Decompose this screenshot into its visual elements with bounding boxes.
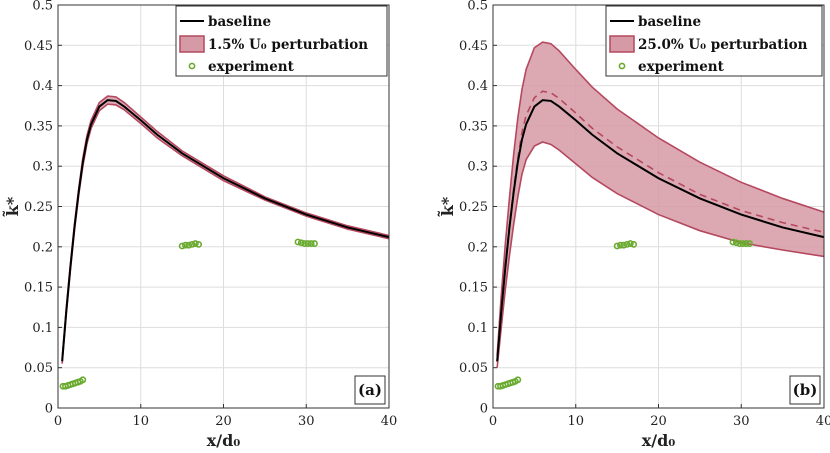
experiment-point bbox=[178, 242, 186, 250]
experiment-point bbox=[732, 239, 740, 247]
chart-panel-a: 0 10 20 30 40 0 0.05 0.1 0.15 0.2 0.25 0.3 0.35 0.4 0.… bbox=[1, 0, 397, 450]
x-tick-label: 10 bbox=[132, 414, 149, 429]
legend-marker-swatch bbox=[188, 62, 196, 70]
panel-tag-box bbox=[354, 375, 386, 405]
legend-label-baseline: baseline bbox=[208, 14, 271, 30]
x-tick-label: 0 bbox=[54, 414, 62, 429]
x-tick-label: 40 bbox=[816, 414, 830, 429]
x-tick-label: 20 bbox=[650, 414, 667, 429]
band-lower-edge bbox=[496, 141, 825, 368]
legend-label-perturbation: 1.5% U₀ perturbation bbox=[208, 37, 368, 53]
experiment-point bbox=[294, 238, 302, 246]
legend-label-baseline: baseline bbox=[638, 14, 701, 30]
baseline-line bbox=[61, 99, 390, 362]
y-tick-label: 0.2 bbox=[467, 240, 488, 255]
experiment-point bbox=[613, 242, 621, 250]
experiment-point bbox=[79, 376, 87, 384]
y-tick-label: 0.35 bbox=[459, 119, 488, 134]
y-tick-label: 0.5 bbox=[467, 0, 488, 14]
legend-box bbox=[175, 5, 388, 77]
experiment-point bbox=[301, 240, 308, 247]
x-axis-label: x/d₀ bbox=[207, 431, 241, 450]
x-tick-label: 0 bbox=[489, 414, 497, 429]
axes-frame bbox=[57, 4, 390, 409]
axes-frame bbox=[492, 4, 825, 409]
experiment-point bbox=[742, 240, 750, 247]
x-tick-label: 10 bbox=[567, 414, 584, 429]
experiment-point bbox=[630, 240, 638, 248]
experiment-point bbox=[746, 240, 753, 247]
legend-band-swatch bbox=[179, 35, 205, 53]
experiment-point bbox=[729, 238, 737, 246]
y-tick-label: 0.45 bbox=[459, 39, 488, 54]
legend-label-perturbation: 25.0% U₀ perturbation bbox=[638, 37, 808, 53]
y-tick-label: 0.1 bbox=[32, 321, 53, 336]
y-axis-label: k̃* bbox=[436, 196, 457, 217]
experiment-point bbox=[620, 241, 628, 249]
y-tick-label: 0.05 bbox=[24, 361, 53, 376]
experiment-point bbox=[297, 239, 305, 247]
y-tick-label: 0.35 bbox=[24, 119, 53, 134]
experiment-point bbox=[739, 240, 747, 247]
y-tick-label: 0.2 bbox=[32, 240, 53, 255]
y-tick-label: 0.4 bbox=[467, 79, 488, 94]
y-tick-label: 0.4 bbox=[32, 79, 53, 94]
x-tick-label: 30 bbox=[298, 414, 315, 429]
experiment-point bbox=[626, 240, 634, 247]
y-tick-label: 0.3 bbox=[32, 160, 53, 175]
panel-tag-box bbox=[789, 375, 821, 405]
y-axis-label: k̃* bbox=[1, 196, 22, 217]
panel-tag-label: (b) bbox=[793, 381, 818, 399]
experiment-point bbox=[185, 241, 193, 249]
y-tick-label: 0.05 bbox=[459, 361, 488, 376]
legend-label-experiment: experiment bbox=[208, 59, 295, 75]
experiment-point bbox=[307, 240, 315, 247]
experiment-point bbox=[514, 376, 522, 384]
experiment-point bbox=[195, 240, 203, 248]
experiment-point bbox=[182, 241, 189, 249]
y-tick-label: 0.25 bbox=[24, 200, 53, 215]
legend-label-experiment: experiment bbox=[638, 59, 725, 75]
y-tick-label: 0 bbox=[45, 402, 53, 417]
experiment-point bbox=[304, 240, 312, 247]
x-tick-label: 30 bbox=[733, 414, 750, 429]
band-upper-edge bbox=[496, 41, 825, 356]
experiment-point bbox=[311, 240, 318, 247]
legend-marker-swatch bbox=[618, 62, 626, 70]
experiment-point bbox=[188, 240, 196, 248]
legend-band-swatch bbox=[609, 35, 635, 53]
experiment-point bbox=[617, 241, 624, 249]
experiment-point bbox=[623, 240, 631, 248]
x-tick-label: 40 bbox=[381, 414, 398, 429]
y-tick-label: 0.15 bbox=[459, 281, 488, 296]
y-tick-label: 0.1 bbox=[467, 321, 488, 336]
y-tick-label: 0.5 bbox=[32, 0, 53, 14]
panel-tag-label: (a) bbox=[358, 381, 382, 399]
baseline-line bbox=[496, 99, 825, 362]
legend-box bbox=[605, 5, 823, 77]
experiment-point bbox=[736, 240, 743, 247]
x-tick-label: 20 bbox=[215, 414, 232, 429]
x-axis-label: x/d₀ bbox=[642, 431, 676, 450]
y-tick-label: 0.45 bbox=[24, 39, 53, 54]
y-tick-label: 0.25 bbox=[459, 200, 488, 215]
y-tick-label: 0 bbox=[480, 402, 488, 417]
chart-panel-b: 0 10 20 30 40 0 0.05 0.1 0.15 0.2 0.25 0.3 0.35 0.4 0.… bbox=[436, 0, 830, 450]
experiment-point bbox=[191, 240, 199, 247]
y-tick-label: 0.3 bbox=[467, 160, 488, 175]
y-tick-label: 0.15 bbox=[24, 281, 53, 296]
